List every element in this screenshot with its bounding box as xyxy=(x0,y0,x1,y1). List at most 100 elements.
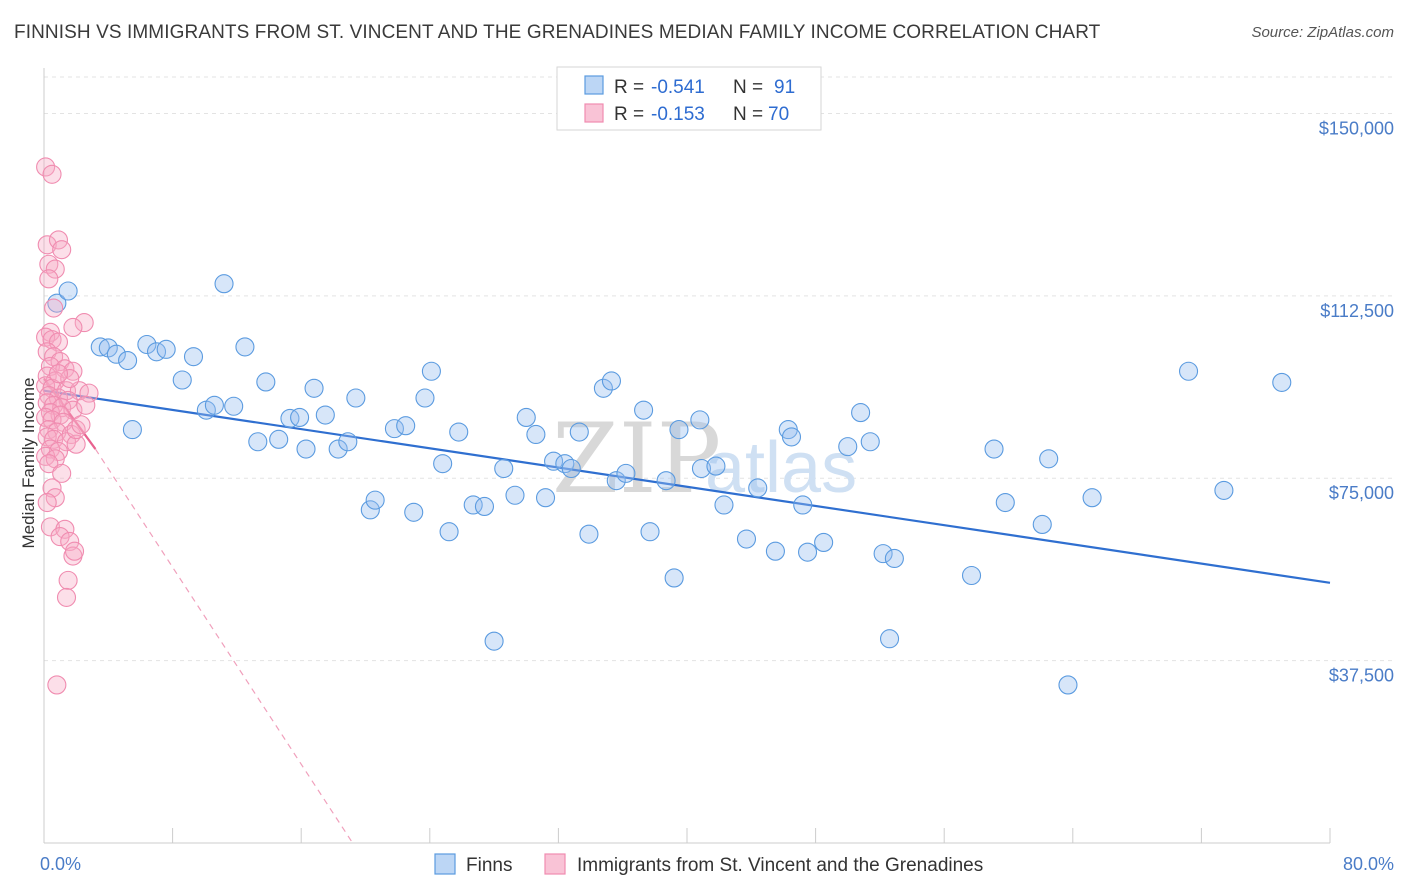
svg-points xyxy=(36,157,99,695)
finns-point xyxy=(664,568,684,588)
svg-point xyxy=(47,675,67,695)
finns-point xyxy=(172,370,192,390)
finns-point xyxy=(669,420,689,440)
finns-point xyxy=(122,420,142,440)
x-tick-label: 0.0% xyxy=(40,854,81,874)
svg-point xyxy=(60,531,80,552)
svg-point xyxy=(58,390,78,410)
finns-point xyxy=(765,541,785,561)
finns-point xyxy=(1214,480,1234,500)
svg-point xyxy=(74,313,94,333)
finns-point xyxy=(838,437,858,457)
finns-point xyxy=(714,495,734,515)
finns-point xyxy=(290,407,310,427)
finns-point xyxy=(183,347,204,367)
finns-point xyxy=(634,400,654,420)
svg-point xyxy=(44,298,64,318)
svg-point xyxy=(37,235,57,255)
finns-point xyxy=(224,396,244,416)
finns-point xyxy=(873,544,893,564)
y-tick-label: $112,500 xyxy=(1320,301,1394,321)
finns-point xyxy=(296,439,316,459)
finns-point xyxy=(544,451,564,471)
finns-point xyxy=(404,502,424,522)
finns-point xyxy=(98,338,118,358)
finns-point xyxy=(984,439,1004,459)
finns-point xyxy=(204,395,224,415)
finns-point xyxy=(781,427,802,447)
svg-point xyxy=(39,420,59,440)
y-tick-labels: $37,500 $75,000 $112,500 $150,000 xyxy=(1319,118,1394,685)
finns-point xyxy=(106,344,126,364)
svg-point xyxy=(79,383,99,403)
svg-point xyxy=(39,269,59,289)
finns-point xyxy=(606,471,626,491)
svg-point xyxy=(52,240,72,260)
finns-point xyxy=(1058,675,1078,695)
finns-point xyxy=(90,337,110,357)
finns-point xyxy=(118,350,138,371)
finns-point xyxy=(365,490,385,510)
svg-point xyxy=(50,527,70,547)
y-tick-label: $37,500 xyxy=(1329,666,1394,686)
finns-point xyxy=(315,405,335,425)
svg-trend-segment xyxy=(43,377,97,450)
svg-point xyxy=(48,364,69,384)
svg-point xyxy=(63,317,83,338)
finns-point xyxy=(474,496,495,516)
finns-point xyxy=(1039,449,1059,469)
finns-points xyxy=(47,274,1292,695)
svg-trend-extension xyxy=(94,448,354,844)
finns-trend-segment xyxy=(43,389,1331,584)
y-tick-label: $75,000 xyxy=(1329,483,1394,503)
finns-point xyxy=(555,454,575,474)
finns-point xyxy=(449,422,469,442)
finns-point xyxy=(860,432,880,452)
finns-point xyxy=(494,458,514,479)
finns-point xyxy=(156,339,176,359)
finns-point xyxy=(879,629,900,649)
finns-point xyxy=(214,274,234,294)
x-tick-labels: 0.0% 80.0% xyxy=(40,854,1394,874)
svg-point xyxy=(42,164,62,184)
finns-point xyxy=(280,408,300,428)
finns-point xyxy=(535,488,556,508)
finns-point xyxy=(1082,488,1102,508)
finns-point xyxy=(748,478,768,498)
finns-point xyxy=(1178,361,1199,381)
finns-point xyxy=(995,493,1015,513)
finns-point xyxy=(961,565,982,586)
legend-svg-n-value: 70 xyxy=(768,104,789,125)
legend-svg-swatch xyxy=(584,103,604,123)
legend-finns-n-label: N = xyxy=(733,77,763,98)
finns-point xyxy=(656,471,676,491)
svg-point xyxy=(66,434,86,454)
finns-point xyxy=(706,456,726,476)
svg-point xyxy=(52,463,72,483)
watermark-zip: ZIP xyxy=(552,403,721,515)
chart-source: Source: ZipAtlas.com xyxy=(1251,24,1394,41)
finns-point xyxy=(505,485,525,505)
y-tick-label: $150,000 xyxy=(1319,118,1394,138)
legend-finns-r-value: -0.541 xyxy=(651,77,705,98)
finns-point xyxy=(433,454,453,474)
finns-point xyxy=(415,388,435,408)
legend-svg-r-label: R = xyxy=(614,104,644,125)
finns-point xyxy=(793,495,813,515)
finns-point xyxy=(248,432,268,452)
svg-point xyxy=(56,587,77,607)
bottom-legend-finns-swatch xyxy=(434,853,456,875)
finns-point xyxy=(851,403,871,423)
svg-point xyxy=(37,342,57,362)
finns-point xyxy=(421,361,441,381)
top-legend: R = -0.541 N = 91 R = -0.153 N = 70 xyxy=(556,66,822,131)
finns-point xyxy=(256,372,276,392)
finns-point xyxy=(640,522,660,542)
watermark-atlas: atlas xyxy=(705,428,857,508)
finns-point xyxy=(884,548,904,569)
bottom-legend-finns: Finns xyxy=(466,855,512,876)
legend-svg-n-label: N = xyxy=(733,104,763,125)
finns-point xyxy=(798,542,818,562)
finns-point xyxy=(601,371,621,391)
